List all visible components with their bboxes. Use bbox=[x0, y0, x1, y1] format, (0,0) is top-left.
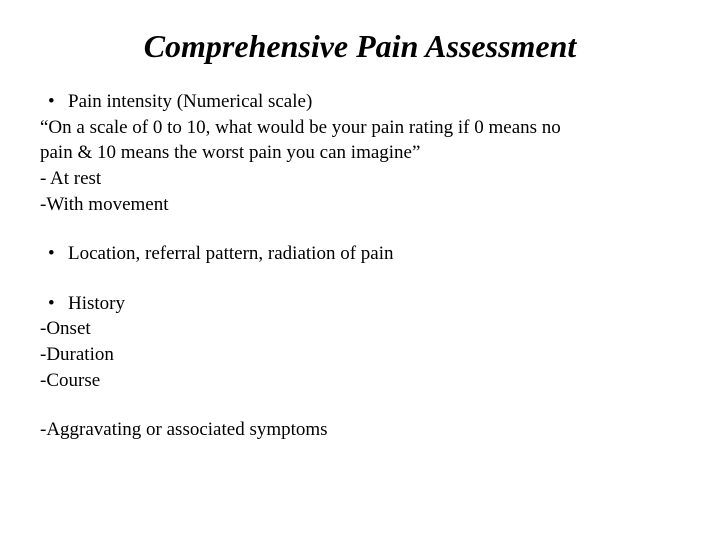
bullet-location: Location, referral pattern, radiation of… bbox=[40, 241, 680, 267]
page-title: Comprehensive Pain Assessment bbox=[40, 28, 680, 65]
item-at-rest: - At rest bbox=[40, 166, 680, 192]
quote-line-1: “On a scale of 0 to 10, what would be yo… bbox=[40, 115, 680, 141]
bullet-history: History bbox=[40, 291, 680, 317]
item-onset: -Onset bbox=[40, 316, 680, 342]
item-with-movement: -With movement bbox=[40, 192, 680, 218]
item-course: -Course bbox=[40, 368, 680, 394]
item-duration: -Duration bbox=[40, 342, 680, 368]
quote-line-2: pain & 10 means the worst pain you can i… bbox=[40, 140, 680, 166]
item-aggravating: -Aggravating or associated symptoms bbox=[40, 417, 680, 443]
content-body: Pain intensity (Numerical scale) “On a s… bbox=[40, 89, 680, 443]
bullet-pain-intensity: Pain intensity (Numerical scale) bbox=[40, 89, 680, 115]
